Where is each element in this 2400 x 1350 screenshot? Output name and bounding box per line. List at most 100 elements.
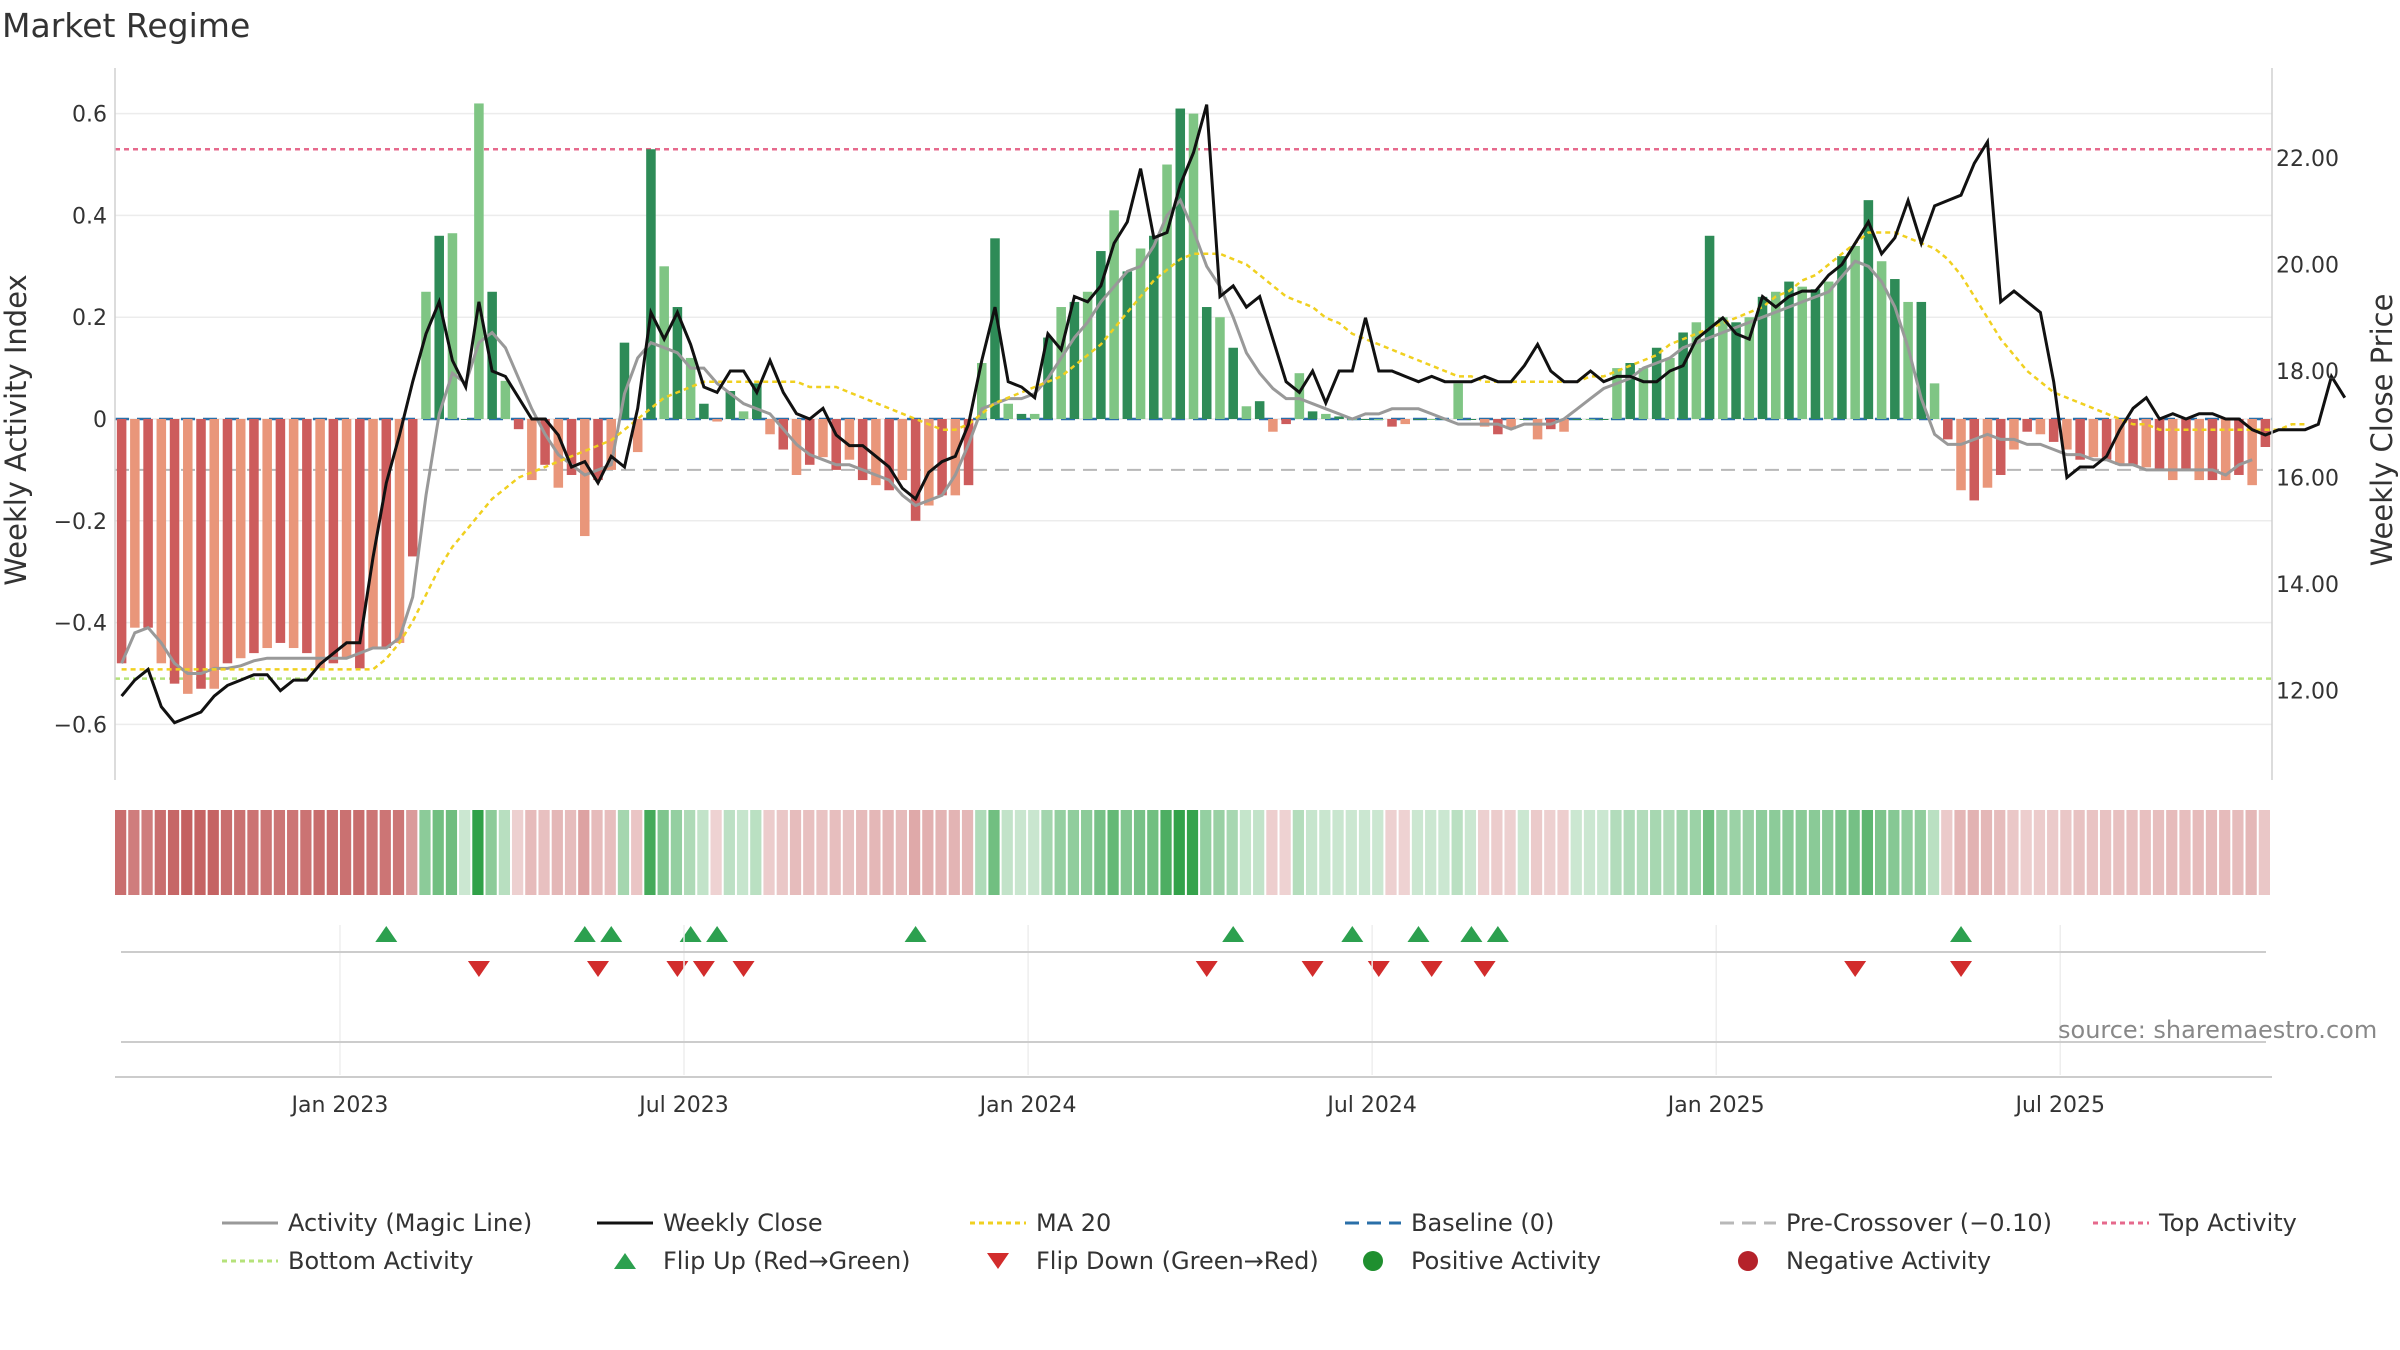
legend-swatch [1720,1221,1776,1225]
flip-down-marker [692,961,715,977]
activity-bar [407,419,418,557]
regime-strip-cell [604,810,616,895]
regime-strip-cell [1292,810,1304,895]
regime-strip-cell [1980,810,1993,895]
regime-strip-cell [1173,810,1185,895]
activity-bar [1691,322,1702,419]
regime-strip-cell [2033,810,2046,895]
regime-strip-cell [1411,810,1424,895]
regime-strip-cell [2060,810,2072,895]
activity-bar [738,411,749,419]
y-tick-label: −0.2 [54,510,107,535]
activity-bar [1453,383,1463,419]
activity-bar [540,419,550,465]
activity-bar [288,419,299,649]
activity-bar [1956,419,1966,491]
legend-label: Activity (Magic Line) [288,1209,533,1237]
flip-up-marker [1460,926,1483,942]
activity-bar [2022,419,2032,432]
regime-strip-cell [1372,810,1384,895]
regime-strip-cell [154,810,166,895]
regime-strip-cell [207,810,219,895]
activity-bar [1903,301,1913,419]
regime-strip-cell [710,810,722,895]
x-tick-label: Jan 2023 [290,1093,389,1118]
flip-down-marker [467,961,490,977]
regime-strip-cell [1107,810,1119,895]
regime-strip-cell [763,810,775,895]
regime-strip-cell [1557,810,1569,895]
flip-up-marker [600,926,623,942]
activity-bar [2115,419,2125,465]
regime-strip-cell [339,810,352,895]
flip-up-marker [375,926,398,942]
x-axis: Jan 2023 Jul 2023 Jan 2024 Jul 2024 Jan 2025… [115,925,2272,1118]
regime-strip-cell [1239,810,1252,895]
activity-bar [1519,419,1530,420]
activity-bar [1149,235,1159,419]
weekly-close-line [120,104,2347,725]
activity-bar [1201,307,1212,419]
legend-swatch [222,1259,278,1263]
y-axis-title: Weekly Activity Index [0,274,33,585]
regime-strip-cell [1822,810,1834,895]
activity-bar [1506,419,1516,430]
activity-bar [1757,296,1768,419]
regime-strip-cell [1266,810,1278,895]
y2-tick-label: 12.00 [2276,680,2339,705]
legend-swatch [970,1221,1026,1225]
regime-strip-cell [1927,810,1940,895]
y2-tick-label: 14.00 [2276,573,2339,598]
activity-bar [2167,419,2178,481]
regime-strip-cell [525,810,537,895]
regime-strip-cell [353,810,365,895]
regime-strip-cell [498,810,510,895]
regime-strip-cell [1901,810,1913,895]
regime-strip-cell [406,810,418,895]
regime-strip-cell [1729,810,1741,895]
flip-down-marker [1195,961,1218,977]
regime-strip-cell [2232,810,2244,895]
activity-bar [222,419,233,664]
flip-down-marker [666,961,689,977]
regime-strip-cell [1544,810,1556,895]
regime-strip-cell [1742,810,1754,895]
regime-strip-cell [551,810,563,895]
regime-strip-cell [697,810,709,895]
regime-strip-cell [128,810,140,895]
activity-bar [725,391,736,419]
activity-bar [580,419,590,537]
source-note: source: sharemaestro.com [2058,1016,2378,1044]
y2-axis-title: Weekly Close Price [2365,294,2399,567]
regime-strip-cell [789,810,802,895]
x-tick-label: Jul 2024 [1325,1093,1417,1118]
activity-bar [659,266,669,419]
activity-bar [1744,317,1755,419]
activity-bar [1837,256,1847,419]
regime-strip-cell [1305,810,1318,895]
regime-strip-cell [1028,810,1040,895]
activity-bar [1334,416,1344,419]
regime-strip-cell [432,810,444,895]
activity-bar [2154,419,2165,470]
activity-bar [1016,413,1027,419]
regime-strip-cell [617,810,630,895]
regime-strip-cell [220,810,233,895]
regime-strip-cell [1332,810,1344,895]
regime-strip-cell [2086,810,2098,895]
regime-strip-cell [1782,810,1794,895]
regime-strip-cell [392,810,405,895]
regime-strip-cell [1345,810,1357,895]
activity-bar [209,419,220,689]
activity-bar [685,357,696,419]
regime-strip-cell [564,810,577,895]
regime-strip-cell [2192,810,2204,895]
regime-strip-cell [1861,810,1874,895]
activity-bar [368,419,378,649]
y2-tick-label: 20.00 [2276,253,2339,278]
legend-swatch [2093,1221,2149,1225]
activity-bar [791,419,802,475]
regime-strip-cell [1478,810,1490,895]
activity-bar [1466,419,1477,420]
activity-bar [2207,419,2218,481]
